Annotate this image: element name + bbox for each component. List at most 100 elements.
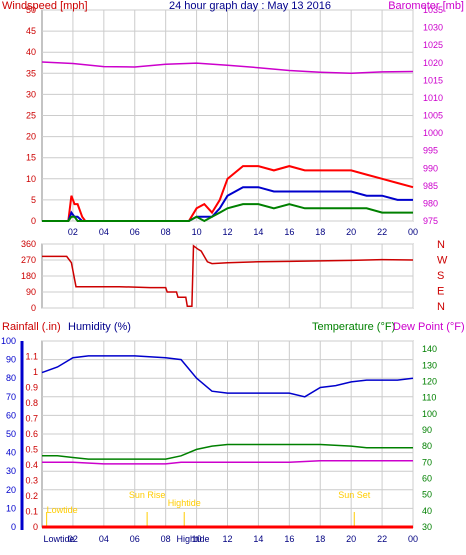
windspeed-axis-label: Windspeed [mph] xyxy=(2,0,88,12)
temp-x-tick-label: 16 xyxy=(284,534,294,544)
legend-rainfall: Rainfall (.in) xyxy=(2,321,61,333)
speed-line xyxy=(42,203,413,223)
temperature-y-tick-label: 80 xyxy=(422,441,432,451)
temperature-y-tick-label: 60 xyxy=(422,473,432,483)
temp-x-tick-label: 06 xyxy=(130,534,140,544)
baro-y-tick-label: 1010 xyxy=(423,93,443,103)
dewpoint-line xyxy=(42,459,413,465)
direction-series xyxy=(42,244,414,307)
temperature-y-tick-label: 140 xyxy=(422,344,437,354)
temperature-y-tick-label: 40 xyxy=(422,506,432,516)
baro-y-tick-label: 980 xyxy=(423,198,438,208)
rain-y-tick-label: 0.5 xyxy=(25,445,38,455)
wind-y-tick-label: 45 xyxy=(26,26,36,36)
humidity-y-tick-label: 40 xyxy=(6,448,16,458)
direction-y-tick-label: 180 xyxy=(21,271,36,281)
wind-y-tick-label: 40 xyxy=(26,47,36,57)
wind-x-tick-label: 18 xyxy=(315,227,325,237)
baro-y-tick-label: 995 xyxy=(423,146,438,156)
temperature-y-ticks: 30 40 50 60 70 80 90 100 110 120 130 140 xyxy=(422,344,437,532)
temp-x-tick-label: 00 xyxy=(408,534,418,544)
temperature-line xyxy=(42,443,413,460)
compass-label: N xyxy=(437,239,445,251)
rain-y-tick-label: 0.7 xyxy=(25,414,38,424)
direction-y-tick-label: 0 xyxy=(31,303,36,313)
humidity-y-tick-label: 90 xyxy=(6,355,16,365)
baro-y-tick-label: 990 xyxy=(423,163,438,173)
direction-y-ticks: 0 90 180 270 360 xyxy=(21,239,36,313)
temp-series xyxy=(41,355,414,529)
compass-label: W xyxy=(437,255,448,267)
wind-x-tick-label: 04 xyxy=(99,227,109,237)
wind-y-tick-label: 50 xyxy=(26,5,36,15)
wind-y-ticks-right: 975 980 985 990 995 1000 1005 1010 1015 1020 1025 1… xyxy=(423,5,443,226)
legend-temperature: Temperature (°F) xyxy=(312,321,395,333)
temperature-y-tick-label: 30 xyxy=(422,522,432,532)
wind-x-tick-label: 12 xyxy=(222,227,232,237)
humidity-y-tick-label: 80 xyxy=(6,373,16,383)
baro-y-tick-label: 1000 xyxy=(423,128,443,138)
wind-x-tick-label: 14 xyxy=(253,227,263,237)
direction-line xyxy=(42,244,414,307)
wind-y-tick-label: 0 xyxy=(31,216,36,226)
baro-y-tick-label: 1005 xyxy=(423,111,443,121)
wind-y-tick-label: 20 xyxy=(26,132,36,142)
temperature-y-tick-label: 90 xyxy=(422,425,432,435)
humidity-y-tick-label: 60 xyxy=(6,410,16,420)
avg-line xyxy=(42,186,413,222)
gust-line xyxy=(42,165,414,222)
temperature-y-tick-label: 130 xyxy=(422,360,437,370)
direction-grid xyxy=(42,243,414,309)
wind-x-tick-label: 10 xyxy=(192,227,202,237)
wind-y-tick-label: 10 xyxy=(26,174,36,184)
wind-x-tick-label: 08 xyxy=(161,227,171,237)
wind-x-tick-label: 16 xyxy=(284,227,294,237)
legend-dewpoint: Dew Point (°F) xyxy=(393,321,465,333)
humidity-y-tick-label: 70 xyxy=(6,392,16,402)
baro-y-tick-label: 1035 xyxy=(423,5,443,15)
barometer-axis-label: Barometer [mb] xyxy=(388,0,464,12)
baro-y-tick-label: 1015 xyxy=(423,75,443,85)
compass-label: E xyxy=(437,286,444,298)
rain-y-tick-label: 0.6 xyxy=(25,429,38,439)
rain-y-tick-label: 0.9 xyxy=(25,383,38,393)
direction-y-tick-label: 360 xyxy=(21,239,36,249)
wind-y-tick-label: 5 xyxy=(31,195,36,205)
humidity-y-tick-label: 100 xyxy=(1,336,16,346)
baro-y-tick-label: 985 xyxy=(423,181,438,191)
temp-x-ticks: 02 04 06 08 10 12 14 16 18 20 22 00 xyxy=(68,534,418,544)
temp-x-tick-label: 08 xyxy=(161,534,171,544)
wind-x-tick-label: 22 xyxy=(377,227,387,237)
baro-y-tick-label: 1030 xyxy=(423,23,443,33)
temp-x-tick-label: 20 xyxy=(346,534,356,544)
baro-y-tick-label: 975 xyxy=(423,216,438,226)
tide-bottom-label: Hightide xyxy=(176,534,209,544)
temp-x-tick-label: 02 xyxy=(68,534,78,544)
tide-bottom-label: Lowtide xyxy=(44,534,75,544)
tide-bottom-labels: Lowtide Hightide xyxy=(44,534,210,544)
wind-y-ticks-left: 0 5 10 15 20 25 30 35 40 45 50 xyxy=(26,5,36,226)
humidity-y-tick-label: 20 xyxy=(6,485,16,495)
wind-x-ticks: 02 04 06 08 10 12 14 16 18 20 22 00 xyxy=(68,227,418,237)
direction-y-tick-label: 90 xyxy=(26,287,36,297)
annotation-label: Lowtide xyxy=(47,505,78,515)
compass-label: N xyxy=(437,301,445,313)
rain-y-ticks: 0 0.1 0.2 0.3 0.4 0.5 0.6 0.7 0.8 0.9 1 1.1 xyxy=(25,352,38,533)
temperature-y-tick-label: 120 xyxy=(422,376,437,386)
wind-series xyxy=(41,61,414,223)
humidity-y-tick-label: 30 xyxy=(6,466,16,476)
legend-humidity: Humidity (%) xyxy=(68,321,131,333)
rain-y-tick-label: 0.3 xyxy=(25,476,38,486)
humidity-y-tick-label: 10 xyxy=(6,503,16,513)
wind-y-tick-label: 15 xyxy=(26,153,36,163)
humidity-line xyxy=(41,355,414,398)
annotation-label: Sun Set xyxy=(338,490,371,500)
rain-y-tick-label: 0.4 xyxy=(25,460,38,470)
temperature-y-tick-label: 50 xyxy=(422,490,432,500)
rain-y-tick-label: 1 xyxy=(33,367,38,377)
